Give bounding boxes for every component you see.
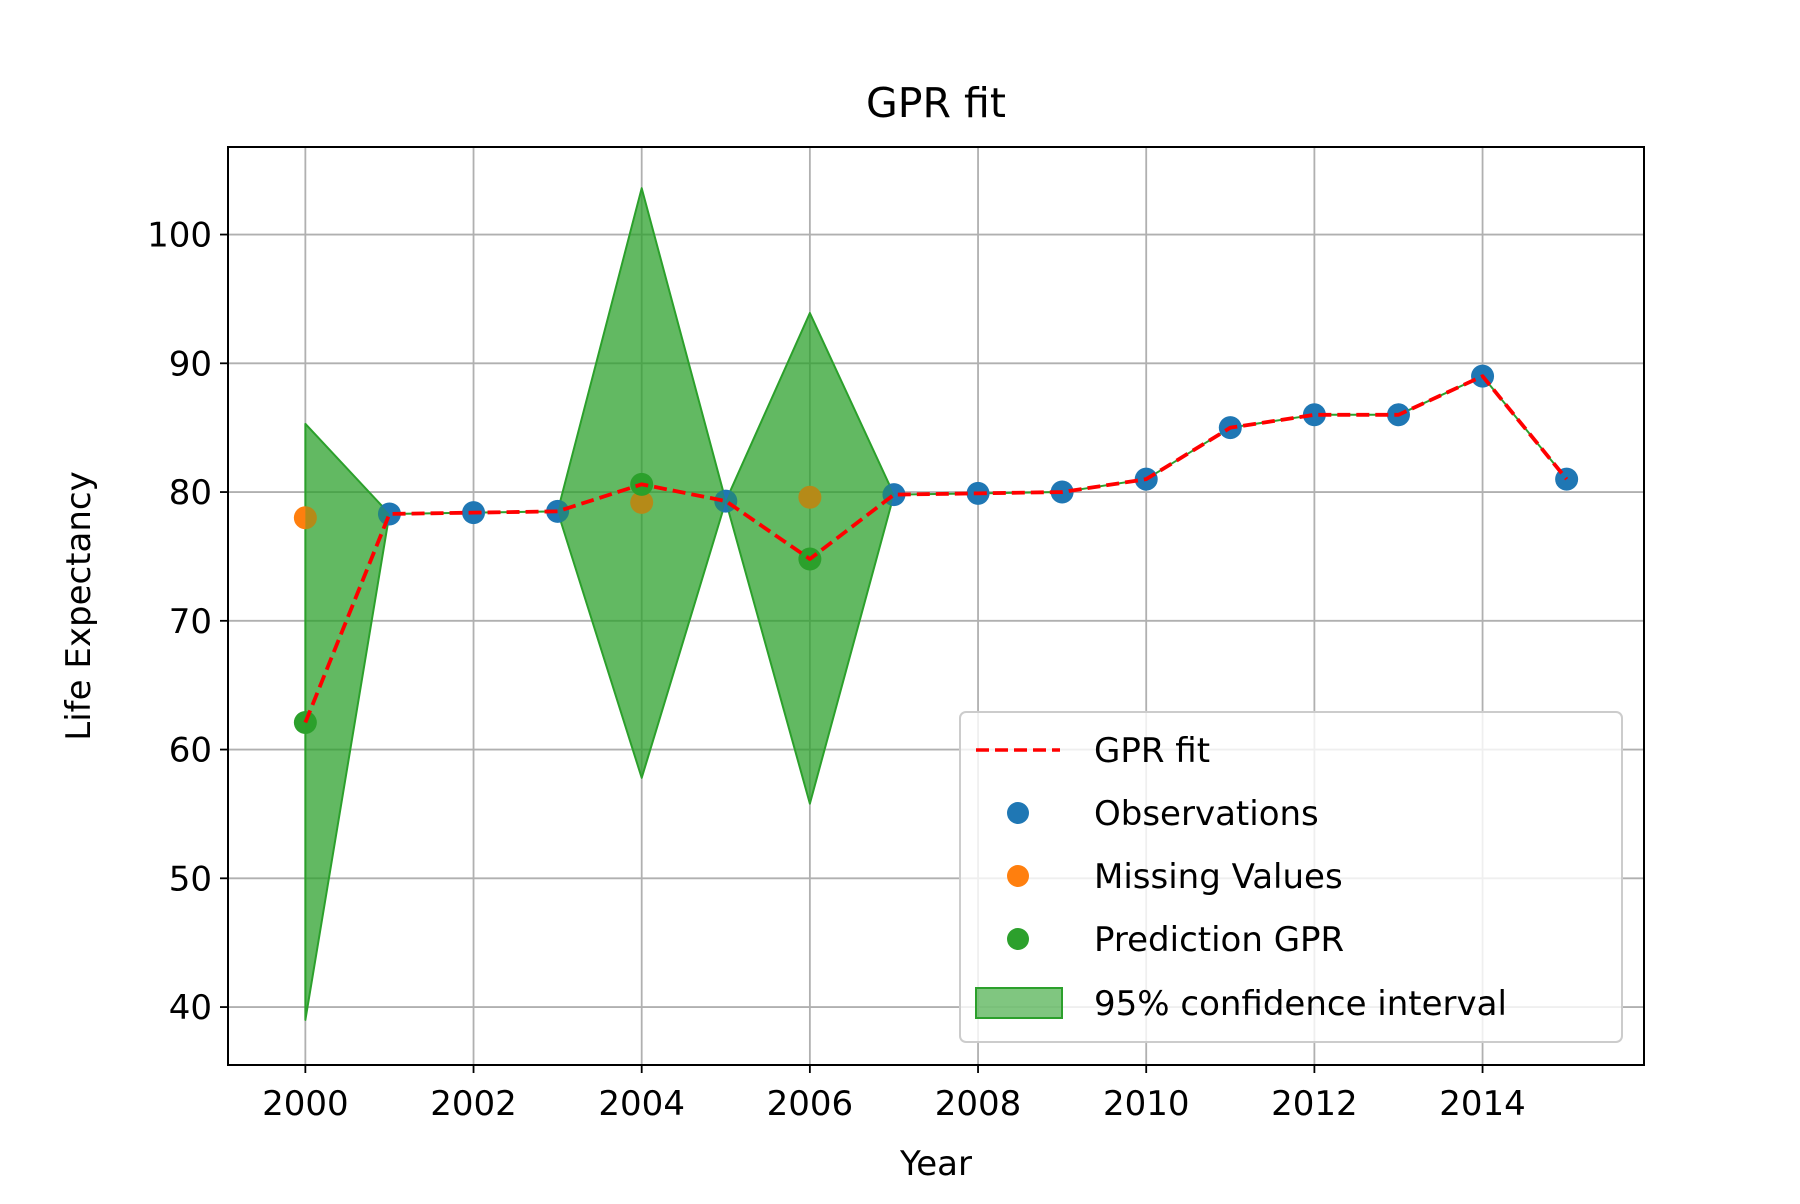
y-tick-label-80: 80 [169, 473, 212, 513]
plot-frame [227, 146, 1645, 1066]
legend-prediction-label: Prediction GPR [1094, 920, 1344, 960]
ticks: 2000 2002 2004 2006 2008 2010 2012 2014 40 50 60 70… [147, 216, 1526, 1124]
missing-value-point-2006 [798, 485, 822, 509]
chart-title: GPR fit [866, 79, 1006, 127]
missing-value-point-2000 [293, 506, 317, 530]
legend-prediction-swatch [1007, 928, 1029, 950]
x-tick-label-2008: 2008 [935, 1084, 1022, 1124]
legend-observations-label: Observations [1094, 794, 1319, 834]
missing-value-point-2004 [630, 490, 654, 514]
legend-missing-swatch [1007, 865, 1029, 887]
fit-line-layer [303, 374, 1569, 724]
y-axis-label: Life Expectancy [59, 471, 99, 740]
y-tick-label-40: 40 [169, 988, 212, 1028]
observation-point-2001 [377, 502, 401, 526]
x-tick-label-2000: 2000 [262, 1084, 349, 1124]
x-tick-label-2012: 2012 [1271, 1084, 1358, 1124]
legend-fit-label: GPR fit [1094, 731, 1210, 771]
x-tick-label-2006: 2006 [767, 1084, 854, 1124]
legend-box [959, 711, 1623, 1043]
x-tick-label-2002: 2002 [430, 1084, 517, 1124]
observation-point-2003 [546, 499, 570, 523]
y-tick-label-60: 60 [169, 731, 212, 771]
confidence-band-overlay [305, 188, 1567, 1020]
x-axis-label: Year [899, 1144, 972, 1184]
legend-confidence-swatch [975, 987, 1063, 1019]
y-tick-label-100: 100 [147, 216, 212, 256]
legend-confidence-label: 95% confidence interval [1094, 984, 1507, 1024]
legend: GPR fit Observations Missing Values Pred… [959, 711, 1623, 1043]
x-tick-label-2004: 2004 [598, 1084, 685, 1124]
legend-observations-swatch [1007, 802, 1029, 824]
observation-point-2012 [1302, 403, 1326, 427]
y-tick-label-90: 90 [169, 344, 212, 384]
gpr-fit-line [303, 374, 1569, 724]
x-tick-label-2014: 2014 [1439, 1084, 1526, 1124]
x-tick-label-2010: 2010 [1103, 1084, 1190, 1124]
y-tick-label-70: 70 [169, 602, 212, 642]
y-tick-label-50: 50 [169, 859, 212, 899]
legend-missing-label: Missing Values [1094, 857, 1343, 897]
